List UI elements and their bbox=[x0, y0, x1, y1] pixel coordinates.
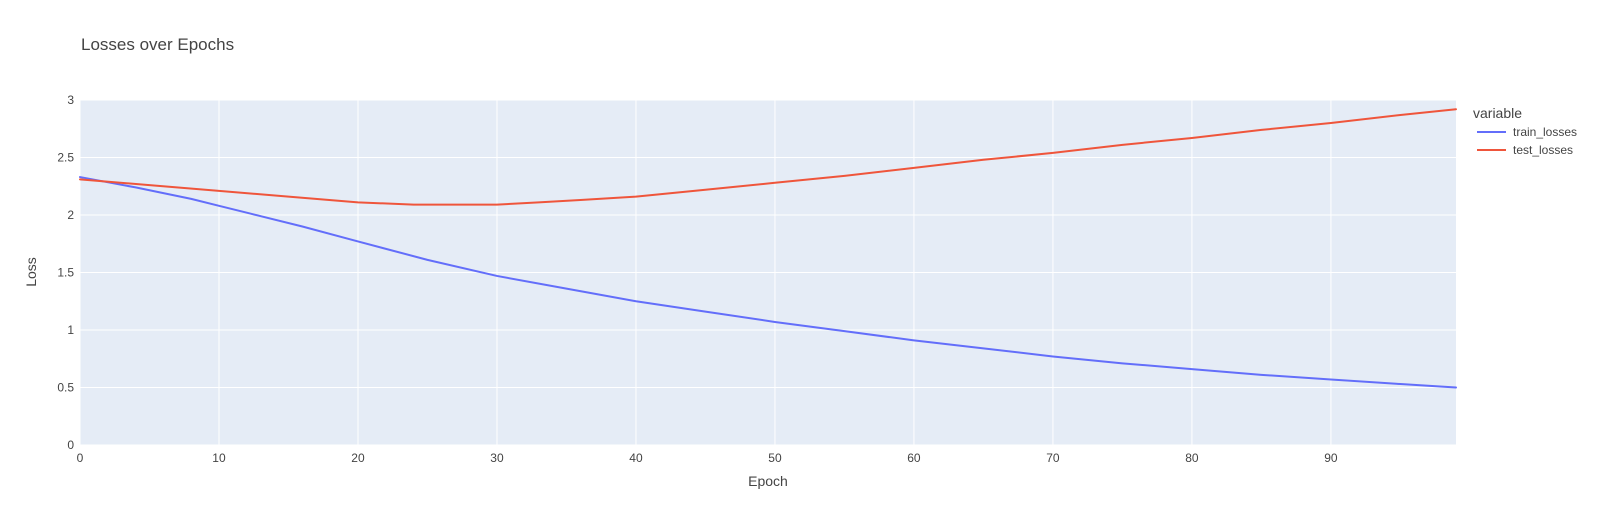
legend-item-train_losses[interactable]: train_losses bbox=[1477, 125, 1577, 139]
x-tick-label: 40 bbox=[629, 451, 643, 465]
y-tick-label: 1.5 bbox=[57, 266, 74, 280]
y-tick-label: 2.5 bbox=[57, 151, 74, 165]
x-tick-label: 30 bbox=[490, 451, 504, 465]
y-tick-label: 1 bbox=[67, 323, 74, 337]
y-axis-title: Loss bbox=[23, 257, 39, 287]
x-axis-title: Epoch bbox=[748, 473, 788, 489]
grid-layer bbox=[79, 99, 1456, 446]
x-tick-label: 20 bbox=[351, 451, 365, 465]
x-tick-label: 0 bbox=[77, 451, 84, 465]
series-line-test_losses bbox=[79, 108, 1457, 206]
series-line-train_losses bbox=[79, 176, 1457, 389]
chart-title: Losses over Epochs bbox=[81, 35, 234, 54]
legend-label: test_losses bbox=[1513, 143, 1573, 157]
y-tick-label: 2 bbox=[67, 208, 74, 222]
y-tick-label: 0 bbox=[67, 438, 74, 452]
x-tick-label: 60 bbox=[907, 451, 921, 465]
x-tick-label: 80 bbox=[1185, 451, 1199, 465]
y-tick-label: 0.5 bbox=[57, 381, 74, 395]
x-tick-label: 90 bbox=[1324, 451, 1338, 465]
x-tick-label: 10 bbox=[212, 451, 226, 465]
legend-items: train_losses test_losses bbox=[1477, 125, 1577, 157]
legend: variable train_losses test_losses bbox=[1473, 105, 1577, 157]
x-tick-label: 70 bbox=[1046, 451, 1060, 465]
series-layer bbox=[79, 108, 1457, 389]
y-tick-label: 3 bbox=[67, 93, 74, 107]
legend-item-test_losses[interactable]: test_losses bbox=[1477, 143, 1573, 157]
legend-label: train_losses bbox=[1513, 125, 1577, 139]
tick-layer: 00.511.522.530 10 20 30 40 50 60 70 80 90 bbox=[57, 93, 1338, 465]
x-tick-label: 50 bbox=[768, 451, 782, 465]
legend-title: variable bbox=[1473, 105, 1522, 121]
